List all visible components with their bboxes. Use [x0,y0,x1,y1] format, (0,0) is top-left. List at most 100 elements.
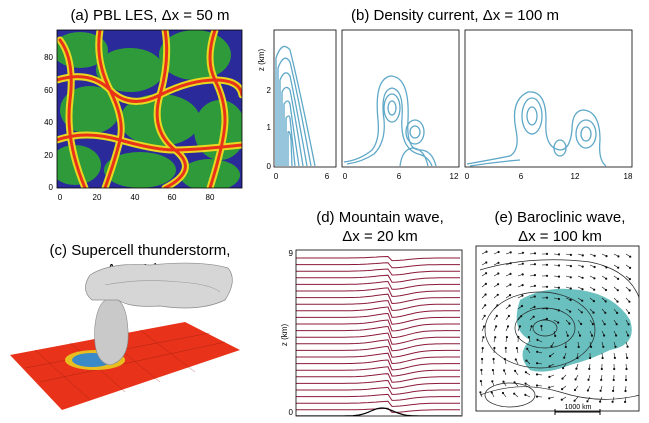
wind-arrow-head [628,324,630,326]
tick-label: 0 [49,183,54,192]
wind-arrow-head [525,371,527,373]
wind-arrow-head [534,306,536,308]
panel-d-title-line1: (d) Mountain wave, [316,209,444,226]
wind-arrow-head [534,285,536,287]
wind-arrow-head [498,262,500,264]
wind-arrow-head [549,376,551,378]
wind-arrow-head [482,347,484,349]
wind-arrow-head [602,357,604,359]
panel-b-y-ticks: 2 1 0 [267,86,272,171]
wind-arrow-head [522,252,524,254]
wind-arrow-head [579,335,581,337]
wind-arrow-head [578,346,580,348]
streamline [296,347,460,358]
panel-e: (e) Baroclinic wave, Δx = 100 km 1000 km [476,209,640,415]
wind-arrow-head [613,368,615,370]
wind-arrow-head [617,289,619,291]
wind-arrow-head [548,387,550,389]
panel-e-title-line1: (e) Baroclinic wave, [495,209,626,226]
streamline [296,327,460,338]
density-current-plot-3: 0 6 12 18 [465,30,633,181]
wind-arrow-head [548,398,550,400]
wind-arrow-head [505,347,507,349]
wind-arrow-head [516,347,518,349]
wind-arrow-head [569,323,571,325]
wind-arrow-head [589,368,591,370]
wind-arrow-head [486,251,488,253]
wind-arrow-head [541,325,543,327]
tick-label: 18 [624,172,633,181]
panel-e-title-line2: Δx = 100 km [518,228,602,245]
wind-arrow-head [629,301,631,303]
baroclinic-fill [517,289,632,372]
tick-label: 80 [206,193,215,202]
wind-arrow-head [494,347,496,349]
tick-label: 80 [44,53,53,62]
wind-arrow-head [522,284,524,286]
wind-arrow-head [590,346,592,348]
wind-arrow-head [546,308,548,310]
wind-arrow-head [536,374,538,376]
panel-d-title-line2: Δx = 20 km [342,228,417,245]
wind-arrow-head [497,294,499,296]
wind-arrow-head [497,305,499,307]
wind-arrow-head [601,368,603,370]
streamline [296,282,460,290]
wind-arrow-head [558,287,560,289]
wind-arrow-head [613,379,615,381]
wind-arrow-head [483,326,485,328]
wind-arrow-head [554,335,556,337]
wind-arrow-head [507,326,509,328]
wind-arrow-head [587,390,589,392]
wind-arrow-head [558,310,560,312]
wind-arrow-head [546,297,548,299]
wind-arrow-head [514,370,516,372]
tick-label: 6 [519,172,524,181]
wind-arrow-head [570,288,572,290]
wind-arrow-head [522,263,524,265]
streamline [296,374,460,383]
tick-label: 0 [289,408,294,417]
wind-arrow-head [574,400,576,402]
wind-arrow-head [628,312,630,314]
panel-d: (d) Mountain wave, Δx = 20 km z (km) 9 0 [280,209,462,417]
wind-arrow-head [603,335,605,337]
wind-arrow-head [593,289,595,291]
wind-arrow-head [558,298,560,300]
tick-label: 1 [267,123,272,132]
wind-arrow-head [503,381,505,383]
tick-label: 12 [571,172,580,181]
wind-arrow-head [485,294,487,296]
wind-arrow-head [546,275,548,277]
tick-label: 9 [289,249,294,258]
tick-label: 2 [267,86,272,95]
wind-arrow-head [581,312,583,314]
wind-arrow-head [522,295,524,297]
streamline [296,263,460,268]
wind-arrow-head [528,336,530,338]
tick-label: 6 [325,172,330,181]
tick-label: 40 [131,193,140,202]
wind-arrow-head [484,315,486,317]
wind-arrow-head [589,357,591,359]
tick-label: 20 [93,193,102,202]
wind-arrow-head [510,262,512,264]
wind-arrow-head [497,283,499,285]
wind-arrow-head [612,401,614,403]
wind-arrow-head [616,323,618,325]
wind-arrow-head [546,286,548,288]
wind-arrow-head [603,346,605,348]
wind-arrow-head [616,312,618,314]
wind-arrow-head [486,262,488,264]
wind-arrow-head [534,253,536,255]
wind-arrow-head [605,289,607,291]
les-field [49,30,246,191]
panel-a-y-ticks: 80 60 40 20 0 [44,53,53,192]
density-current-plot-1: 0 6 [274,30,336,181]
tick-label: 20 [44,151,53,160]
wind-arrow-head [587,401,589,403]
wind-arrow-head [481,358,483,360]
wind-arrow-head [575,379,577,381]
streamline [296,381,460,389]
wind-arrow-head [562,378,564,380]
